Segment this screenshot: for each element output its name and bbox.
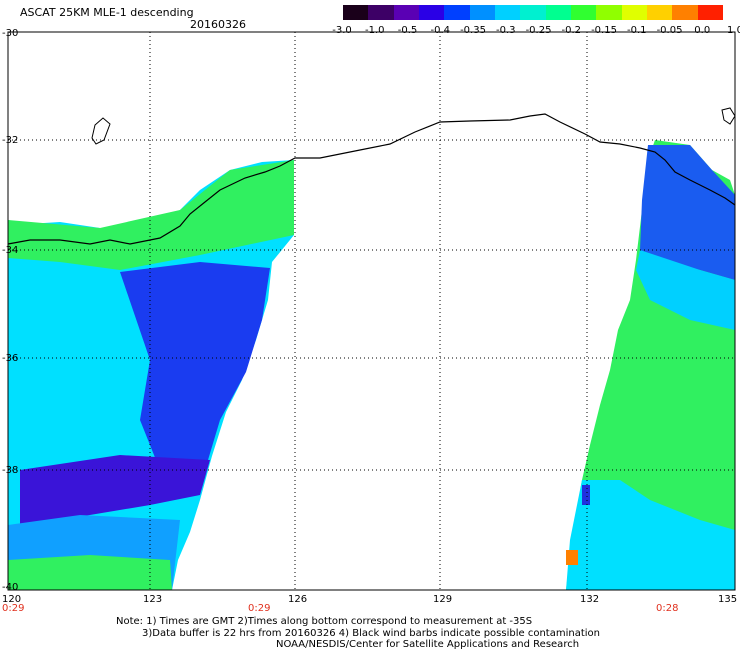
colorbar-label: -0.5: [397, 25, 418, 36]
colorbar-label: -0.4: [430, 25, 451, 36]
colorbar-segment: [697, 5, 723, 20]
product-title: ASCAT 25KM MLE-1 descending: [20, 6, 194, 19]
colorbar-label: 1.0: [727, 25, 740, 36]
lat-label: -30: [2, 28, 18, 39]
product-date: 20160326: [190, 18, 246, 31]
colorbar-segment: [570, 5, 597, 20]
colorbar-segment: [646, 5, 673, 20]
time-label: 0:29: [248, 603, 270, 614]
colorbar-label: -0.2: [561, 25, 582, 36]
map-frame: [7, 31, 736, 591]
lat-label: -36: [2, 353, 18, 364]
coastline: [7, 113, 736, 245]
longitude-labels: 120 123 126 129 132 135: [2, 594, 737, 605]
colorbar-label: -1.0: [364, 25, 385, 36]
swath-east: [566, 140, 735, 590]
note-line-2: 3)Data buffer is 22 hrs from 20160326 4)…: [142, 627, 600, 639]
colorbar-segment: [343, 5, 369, 20]
notes: Note: 1) Times are GMT 2)Times along bot…: [116, 616, 600, 651]
colorbar-label: -0.15: [591, 25, 617, 36]
colorbar-label: 0.0: [694, 25, 711, 36]
lon-label: 123: [143, 594, 162, 605]
lat-label: -34: [2, 245, 18, 256]
latitude-labels: -30 -32 -34 -36 -38 -40: [2, 28, 18, 593]
lat-label: -40: [2, 582, 18, 593]
colorbar-label: -0.05: [656, 25, 683, 36]
lon-label: 120: [2, 594, 21, 605]
lat-label: -32: [2, 135, 18, 146]
colorbar-segment: [621, 5, 647, 20]
colorbar-segment: [368, 5, 394, 20]
lon-label: 126: [288, 594, 307, 605]
colorbar-segment: [444, 5, 470, 20]
note-line-1: Note: 1) Times are GMT 2)Times along bot…: [116, 616, 533, 627]
colorbar-segment: [469, 5, 495, 20]
time-label: 0:28: [656, 603, 678, 614]
colorbar-segment: [494, 5, 521, 20]
note-line-3: NOAA/NESDIS/Center for Satellite Applica…: [276, 639, 580, 650]
graticule: [8, 32, 735, 590]
lon-label: 129: [433, 594, 452, 605]
colorbar-label: -0.25: [525, 25, 552, 36]
island-coast-east: [721, 107, 736, 125]
colorbar-segment: [418, 5, 445, 20]
swath-west: [8, 160, 294, 590]
lon-label: 132: [580, 594, 599, 605]
colorbar-segment: [545, 5, 571, 20]
colorbar-label: -0.3: [495, 25, 516, 36]
colorbar-label: -0.35: [460, 25, 486, 36]
time-label: 0:29: [2, 603, 24, 614]
lat-label: -38: [2, 465, 18, 476]
colorbar-segment: [672, 5, 698, 20]
lon-label: 135: [718, 594, 737, 605]
colorbar-segment: [393, 5, 419, 20]
colorbar-segment: [520, 5, 546, 20]
colorbar-label: -3.0: [332, 25, 352, 36]
colorbar: [343, 5, 723, 20]
time-labels: 0:29 0:29 0:28: [2, 603, 678, 614]
colorbar-labels: -3.0 -1.0 -0.5 -0.4 -0.35 -0.3 -0.25 -0.2 -0.15-…: [330, 25, 740, 39]
colorbar-label: -0.1: [626, 25, 647, 36]
island-coast: [91, 117, 111, 145]
colorbar-segment: [596, 5, 622, 20]
